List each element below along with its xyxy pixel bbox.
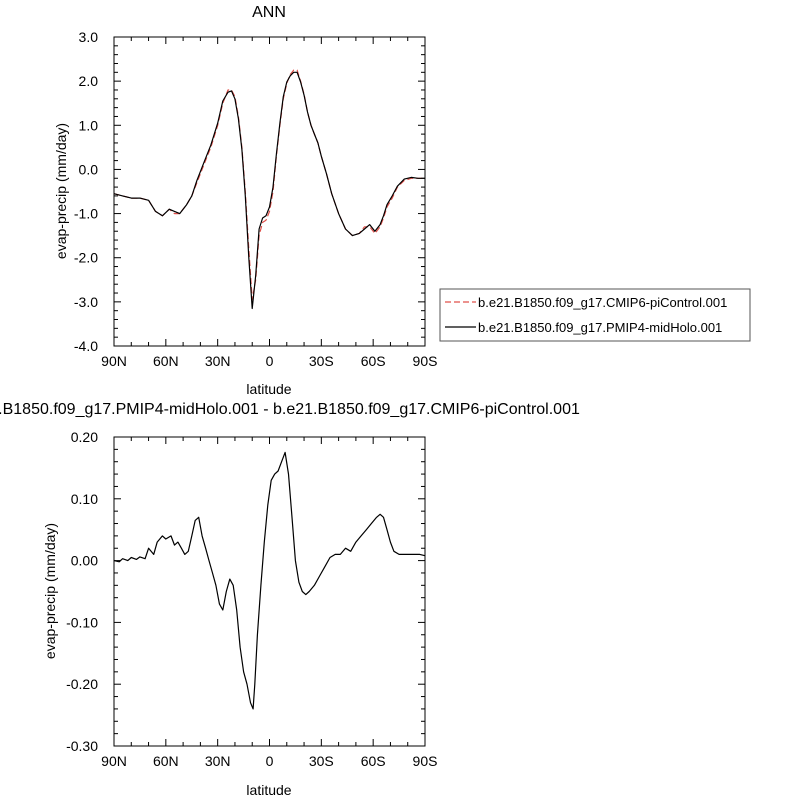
top-y-tick-label: 3.0: [79, 29, 99, 45]
bottom-y-tick-label: -0.10: [66, 614, 98, 630]
bottom-panel: b.e21.B1850.f09_g17.PMIP4-midHolo.001 - …: [0, 401, 580, 798]
top-y-axis-title: evap-precip (mm/day): [53, 123, 69, 259]
bottom-x-tick-label: 90S: [413, 753, 438, 769]
bottom-y-tick-label: 0.10: [71, 491, 98, 507]
bottom-x-tick-label: 90N: [101, 753, 127, 769]
legend-label-midholo: b.e21.B1850.f09_g17.PMIP4-midHolo.001: [478, 320, 722, 335]
top-x-tick-label: 30N: [205, 353, 231, 369]
bottom-x-tick-label: 30S: [309, 753, 334, 769]
bottom-series-line-0: [113, 451, 426, 710]
top-y-tick-label: 2.0: [79, 73, 99, 89]
top-x-tick-label: 30S: [309, 353, 334, 369]
bottom-x-tick-label: 0: [266, 753, 274, 769]
bottom-ticks: [113, 436, 426, 747]
legend-label-picontrol: b.e21.B1850.f09_g17.CMIP6-piControl.001: [478, 295, 727, 310]
top-y-tick-labels: -4.0 -3.0 -2.0 -1.0 0.0 1.0 2.0 3.0: [74, 29, 98, 354]
top-x-tick-label: 0: [266, 353, 274, 369]
bottom-y-tick-label: 0.20: [71, 429, 98, 445]
top-y-tick-label: -1.0: [74, 206, 98, 222]
bottom-x-axis-title: latitude: [246, 782, 291, 798]
top-x-tick-label: 60N: [153, 353, 179, 369]
top-x-tick-label: 90N: [101, 353, 127, 369]
top-y-tick-label: -2.0: [74, 250, 98, 266]
top-y-tick-label: 0.0: [79, 161, 99, 177]
bottom-x-tick-label: 60S: [361, 753, 386, 769]
top-panel: ANN evap-precip (mm/day) latitude 90N 60N…: [53, 4, 437, 397]
bottom-plot-frame: [113, 436, 426, 747]
bottom-y-tick-labels: -0.30 -0.20 -0.10 0.00 0.10 0.20: [66, 429, 98, 754]
top-series-line-1: [113, 71, 425, 310]
top-plot-frame: [113, 36, 426, 347]
bottom-y-tick-label: 0.00: [71, 553, 98, 569]
top-y-tick-label: -3.0: [74, 294, 98, 310]
bottom-x-tick-labels: 90N 60N 30N 0 30S 60S 90S: [101, 753, 437, 769]
bottom-x-tick-label: 60N: [153, 753, 179, 769]
top-x-tick-label: 60S: [361, 353, 386, 369]
bottom-chart-title: b.e21.B1850.f09_g17.PMIP4-midHolo.001 - …: [0, 401, 580, 418]
bottom-x-tick-label: 30N: [205, 753, 231, 769]
top-chart-title: ANN: [252, 4, 286, 21]
bottom-series-lines: [113, 451, 426, 710]
bottom-y-tick-label: -0.20: [66, 676, 98, 692]
legend: b.e21.B1850.f09_g17.CMIP6-piControl.001 …: [439, 288, 751, 342]
top-ticks: [113, 36, 426, 347]
top-y-tick-label: -4.0: [74, 338, 98, 354]
top-series-line-0: [113, 69, 425, 301]
bottom-y-tick-label: -0.30: [66, 738, 98, 754]
top-series-lines: [113, 69, 425, 310]
bottom-y-axis-title: evap-precip (mm/day): [42, 523, 58, 659]
legend-box: [439, 288, 751, 342]
top-x-axis-title: latitude: [246, 381, 291, 397]
top-y-tick-label: 1.0: [79, 117, 99, 133]
top-x-tick-labels: 90N 60N 30N 0 30S 60S 90S: [101, 353, 437, 369]
top-x-tick-label: 90S: [413, 353, 438, 369]
